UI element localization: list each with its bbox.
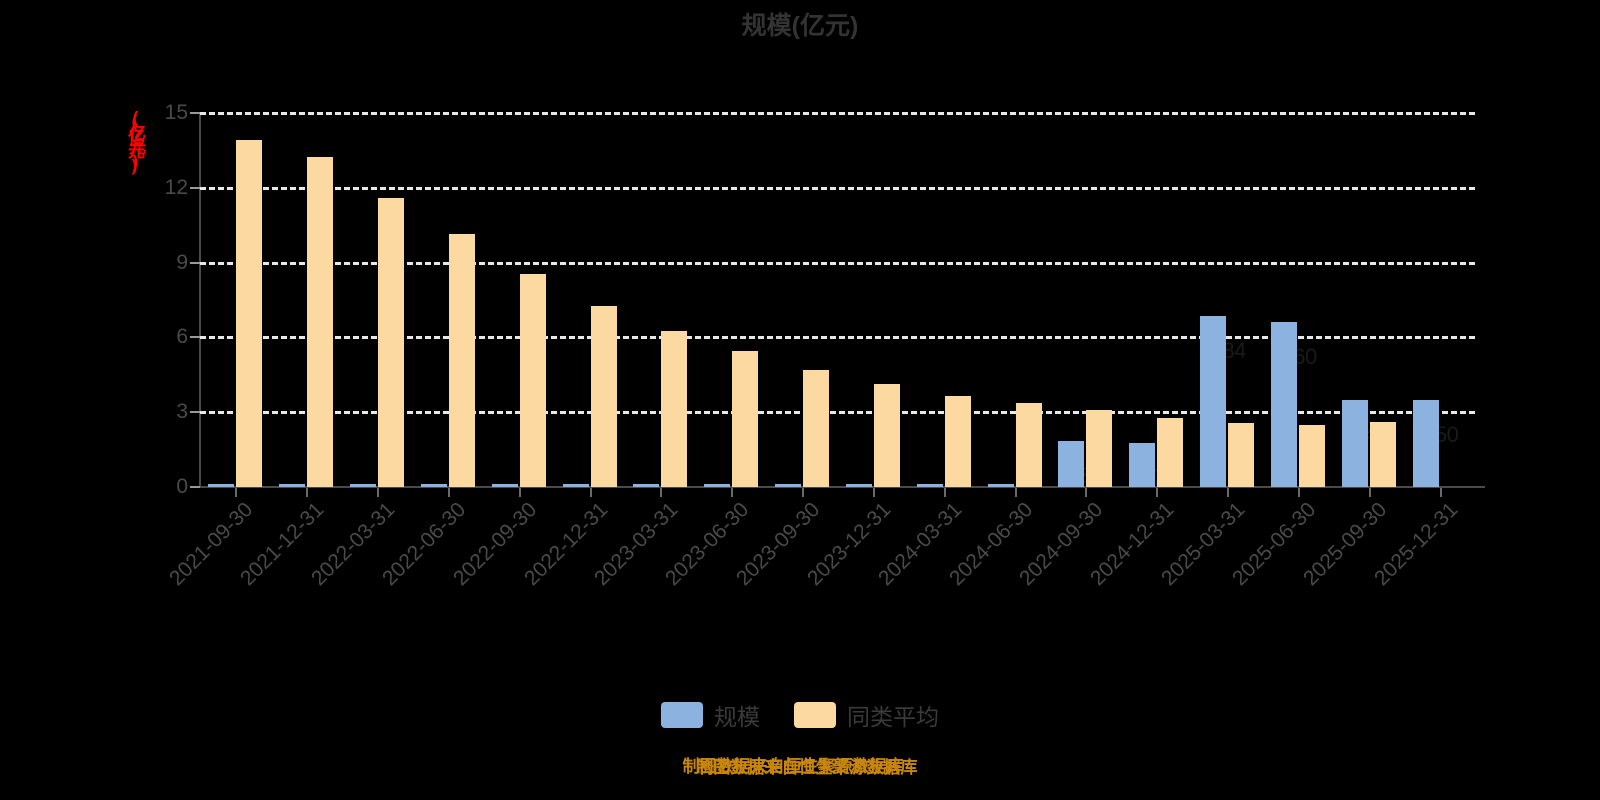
y-tick-label: 6 xyxy=(176,325,188,349)
y-tick-label: 15 xyxy=(164,101,188,124)
y-tick-mark xyxy=(190,112,200,114)
x-tick-mark xyxy=(802,488,805,497)
y-tick-label: 0 xyxy=(176,475,188,498)
bar-peer-average[interactable] xyxy=(1086,409,1113,487)
x-tick-mark xyxy=(518,488,521,497)
legend-swatch xyxy=(661,702,703,728)
gridline xyxy=(200,336,1475,340)
bar-size[interactable] xyxy=(279,484,306,487)
x-tick-mark xyxy=(1368,488,1371,497)
bar-size[interactable] xyxy=(916,484,943,487)
bar-peer-average[interactable] xyxy=(873,383,900,487)
bar-size[interactable] xyxy=(562,484,589,487)
bar-peer-average[interactable] xyxy=(661,331,688,487)
bar-size[interactable] xyxy=(1412,399,1439,487)
x-tick-mark xyxy=(731,488,734,497)
bar-peer-average[interactable] xyxy=(1369,422,1396,487)
y-tick-label: 3 xyxy=(176,400,188,424)
bar-peer-average[interactable] xyxy=(519,273,546,487)
bar-size[interactable] xyxy=(420,484,447,487)
bar-size[interactable] xyxy=(350,484,377,487)
x-tick-mark xyxy=(660,488,663,497)
bar-peer-average[interactable] xyxy=(448,233,475,487)
legend-swatch xyxy=(794,702,836,728)
y-tick-mark xyxy=(190,486,200,488)
plot-area: 3.503.486.606.841.761.85 xyxy=(200,113,1475,489)
y-axis-line xyxy=(199,113,201,487)
y-tick-mark xyxy=(190,411,200,414)
x-tick-mark xyxy=(1014,488,1017,497)
footer-note-text-a: 制图数据来自恒生聚源数据库 xyxy=(682,757,904,776)
y-tick-mark xyxy=(190,336,200,339)
legend-item[interactable]: 同类平均 xyxy=(794,698,939,732)
bar-peer-average[interactable] xyxy=(590,306,617,487)
bar-size[interactable] xyxy=(1341,400,1368,487)
y-axis-caption-text-a: (亿元) xyxy=(125,112,144,172)
y-tick-label: 9 xyxy=(176,250,188,274)
gridline xyxy=(200,112,1475,115)
bar-size[interactable] xyxy=(1058,440,1085,487)
bar-peer-average[interactable] xyxy=(803,369,830,487)
y-axis-caption: (亿元) (亿元) xyxy=(125,108,160,198)
x-tick-mark xyxy=(1085,488,1088,497)
x-tick-mark xyxy=(1297,488,1300,497)
chart-title: 规模(亿元) xyxy=(741,12,859,40)
footer-note: 制图数据来自恒生聚源数据库 制图数据来自恒生聚源数据库 xyxy=(0,758,1600,788)
gridline xyxy=(200,186,1475,190)
y-tick-mark xyxy=(190,261,200,264)
bar-size[interactable] xyxy=(987,483,1014,487)
bar-size[interactable] xyxy=(491,484,518,487)
legend-label: 同类平均 xyxy=(847,704,939,730)
x-tick-mark xyxy=(1227,488,1230,497)
x-tick-mark xyxy=(872,488,875,497)
bar-peer-average[interactable] xyxy=(378,197,405,487)
bar-peer-average[interactable] xyxy=(236,140,263,487)
bar-size[interactable] xyxy=(1270,322,1297,487)
bar-peer-average[interactable] xyxy=(944,396,971,487)
y-tick-mark xyxy=(190,186,200,189)
x-tick-mark xyxy=(306,488,309,497)
bar-peer-average[interactable] xyxy=(1157,418,1184,487)
bar-size[interactable] xyxy=(704,484,731,487)
bar-size[interactable] xyxy=(775,484,802,487)
x-tick-mark xyxy=(1156,488,1159,497)
x-tick-mark xyxy=(589,488,592,497)
bar-peer-average[interactable] xyxy=(1015,403,1042,487)
chart-legend: 规模 同类平均 xyxy=(0,698,1600,732)
legend-label: 规模 xyxy=(714,704,760,730)
bar-peer-average[interactable] xyxy=(307,156,334,487)
x-tick-mark xyxy=(235,488,238,497)
gridline xyxy=(200,261,1475,265)
bar-size[interactable] xyxy=(845,484,872,487)
bar-peer-average[interactable] xyxy=(1228,423,1255,487)
bar-size[interactable] xyxy=(1200,316,1227,487)
legend-item[interactable]: 规模 xyxy=(661,698,760,732)
x-tick-mark xyxy=(377,488,380,497)
x-tick-mark xyxy=(1439,488,1442,497)
bar-peer-average[interactable] xyxy=(732,351,759,487)
x-tick-mark xyxy=(447,488,450,497)
bar-size[interactable] xyxy=(1129,443,1156,487)
bar-size[interactable] xyxy=(633,484,660,487)
bar-size[interactable] xyxy=(208,484,235,487)
x-axis-line xyxy=(200,486,1485,488)
bar-peer-average[interactable] xyxy=(1298,424,1325,487)
y-tick-label: 12 xyxy=(164,175,188,199)
y-axis-caption-text-b: (亿元) xyxy=(126,108,145,168)
footer-note-text-b: 制图数据来自恒生聚源数据库 xyxy=(696,758,918,777)
gridline xyxy=(200,411,1475,415)
x-tick-mark xyxy=(943,488,946,497)
